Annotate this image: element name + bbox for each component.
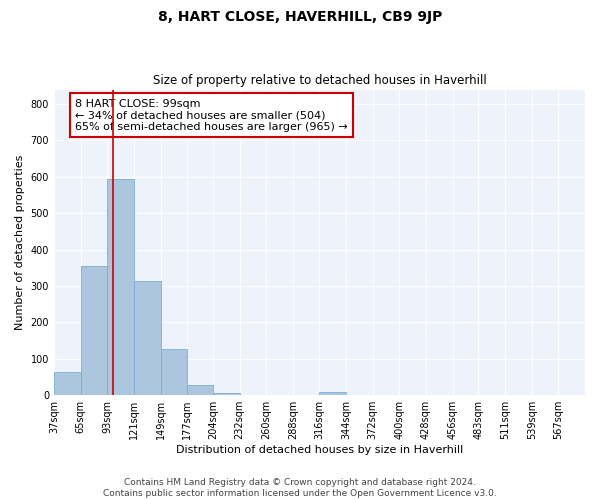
Text: Contains HM Land Registry data © Crown copyright and database right 2024.
Contai: Contains HM Land Registry data © Crown c… [103,478,497,498]
Bar [319,392,346,395]
Title: Size of property relative to detached houses in Haverhill: Size of property relative to detached ho… [152,74,487,87]
Bar [187,385,213,395]
Y-axis label: Number of detached properties: Number of detached properties [15,154,25,330]
Text: 8, HART CLOSE, HAVERHILL, CB9 9JP: 8, HART CLOSE, HAVERHILL, CB9 9JP [158,10,442,24]
X-axis label: Distribution of detached houses by size in Haverhill: Distribution of detached houses by size … [176,445,463,455]
Bar [134,280,161,395]
Bar [107,178,134,395]
Bar [213,392,239,395]
Bar [54,372,80,395]
Bar [161,348,187,395]
Bar [80,266,107,395]
Text: 8 HART CLOSE: 99sqm
← 34% of detached houses are smaller (504)
65% of semi-detac: 8 HART CLOSE: 99sqm ← 34% of detached ho… [75,98,348,132]
